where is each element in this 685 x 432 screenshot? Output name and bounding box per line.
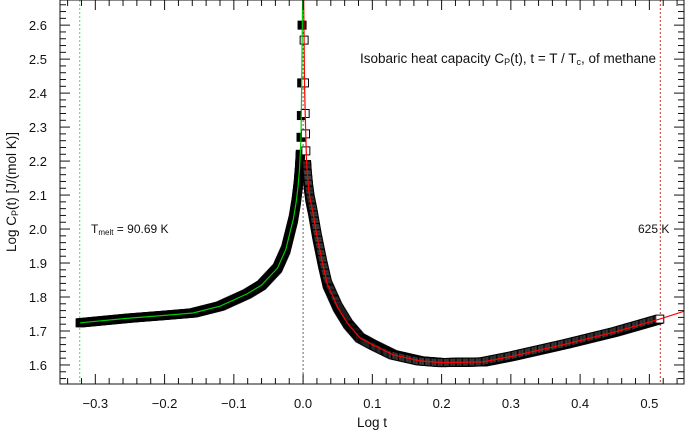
ticks: −0.3 −0.2 −0.1 0.0 0.1 0.2 0.3 0.4 0.5 1.6 1.7 1.8 1… bbox=[29, 0, 684, 411]
high-temp-annotation: 625 K bbox=[638, 222, 669, 236]
x-tick-label: 0.0 bbox=[294, 396, 312, 411]
gas-fit-line bbox=[303, 0, 684, 364]
y-tick-label: 2.5 bbox=[29, 52, 47, 67]
y-tick-label: 2.6 bbox=[29, 18, 47, 33]
x-axis-label: Log t bbox=[357, 415, 387, 430]
y-tick-label: 1.7 bbox=[29, 324, 47, 339]
y-tick-label: 1.9 bbox=[29, 256, 47, 271]
x-tick-label: 0.3 bbox=[502, 396, 520, 411]
y-tick-label: 2.4 bbox=[29, 86, 47, 101]
y-tick-label: 1.8 bbox=[29, 290, 47, 305]
markers bbox=[75, 0, 684, 368]
liquid-fit-line bbox=[80, 0, 304, 324]
x-tick-label: 0.4 bbox=[571, 396, 589, 411]
x-tick-label: −0.1 bbox=[221, 396, 247, 411]
y-tick-label: 2.3 bbox=[29, 120, 47, 135]
x-tick-label: −0.2 bbox=[152, 396, 178, 411]
x-tick-label: 0.2 bbox=[433, 396, 451, 411]
y-axis-label: Log CP(t) [J/(mol K)] bbox=[4, 132, 20, 252]
x-tick-label: 0.5 bbox=[640, 396, 658, 411]
x-tick-label: −0.3 bbox=[82, 396, 108, 411]
y-tick-label: 2.2 bbox=[29, 154, 47, 169]
x-tick-label: 0.1 bbox=[363, 396, 381, 411]
melt-annotation: Tmelt = 90.69 K bbox=[91, 222, 169, 237]
chart-title: Isobaric heat capacity CP(t), t = T / Tc… bbox=[360, 51, 656, 67]
y-tick-label: 2.1 bbox=[29, 188, 47, 203]
y-tick-label: 1.6 bbox=[29, 358, 47, 373]
y-tick-label: 2.0 bbox=[29, 222, 47, 237]
